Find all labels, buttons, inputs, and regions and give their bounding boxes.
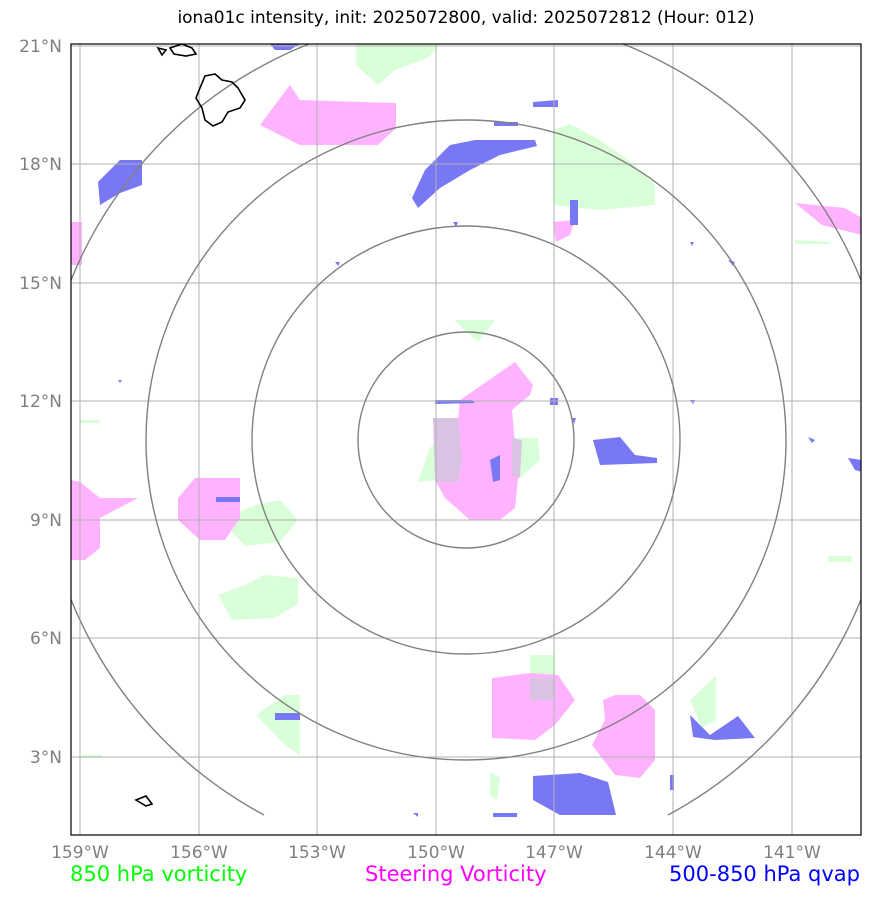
lon-tick-label: 141°W: [763, 843, 821, 863]
steering-vorticity-layer: [71, 85, 861, 778]
legend-steering: Steering Vorticity: [365, 862, 547, 886]
lon-tick-label: 153°W: [288, 843, 346, 863]
lat-tick-label: 6°N: [30, 629, 62, 649]
map-plot-area: [71, 44, 861, 835]
lon-tick-label: 159°W: [51, 843, 109, 863]
map-title: iona01c intensity, init: 2025072800, val…: [177, 8, 755, 28]
lat-tick-label: 18°N: [19, 155, 62, 175]
overlap-layer: [433, 418, 555, 700]
lon-tick-label: 156°W: [170, 843, 228, 863]
lat-lon-grid: [71, 44, 861, 835]
lon-tick-label: 147°W: [525, 843, 583, 863]
lon-tick-label: 150°W: [407, 843, 465, 863]
lat-tick-label: 3°N: [30, 748, 62, 768]
coastline: [134, 44, 246, 807]
lat-tick-label: 12°N: [19, 392, 62, 412]
lat-tick-label: 21°N: [19, 37, 62, 57]
range-rings: [71, 44, 861, 816]
lat-tick-label: 15°N: [19, 274, 62, 294]
legend-vorticity: 850 hPa vorticity: [70, 862, 248, 886]
legend-qvap: 500-850 hPa qvap: [669, 862, 860, 886]
lon-tick-label: 144°W: [644, 843, 702, 863]
plot-frame: [70, 43, 862, 836]
lat-tick-labels: 21°N 18°N 15°N 12°N 9°N 6°N 3°N: [19, 37, 62, 768]
lon-tick-labels: 159°W 156°W 153°W 150°W 147°W 144°W 141°…: [51, 843, 821, 863]
lat-tick-label: 9°N: [30, 511, 62, 531]
